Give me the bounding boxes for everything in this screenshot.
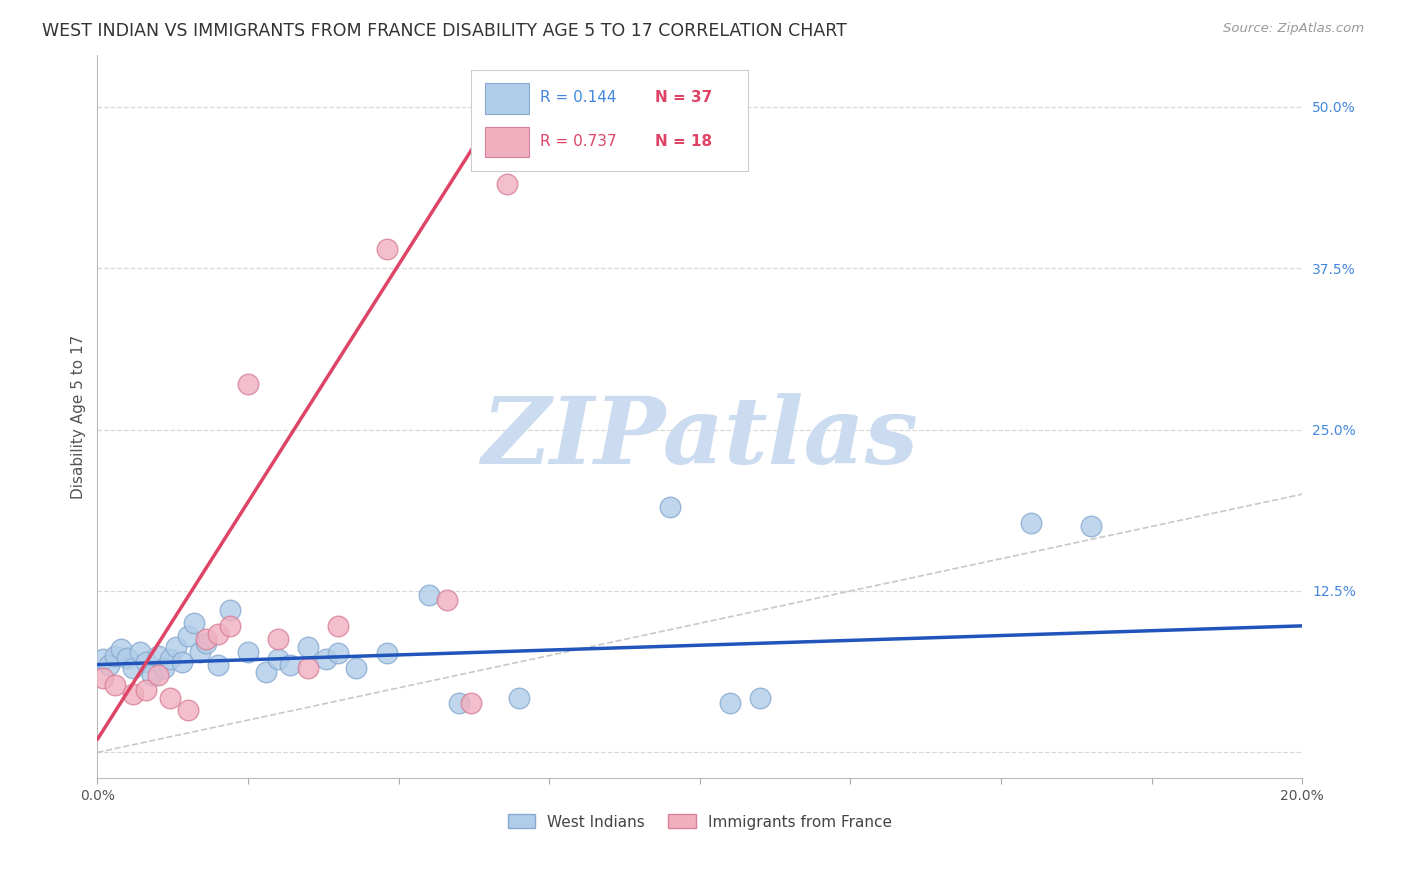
Text: N = 18: N = 18 xyxy=(655,135,713,149)
Point xyxy=(267,652,290,666)
Point xyxy=(1080,519,1102,533)
Point xyxy=(141,668,163,682)
Point xyxy=(297,640,319,654)
Point xyxy=(236,377,259,392)
Point xyxy=(1019,516,1042,530)
Point xyxy=(128,645,150,659)
Point xyxy=(297,661,319,675)
Point xyxy=(436,593,458,607)
Point xyxy=(219,603,242,617)
Point xyxy=(460,696,482,710)
Point xyxy=(159,691,181,706)
Point xyxy=(135,655,157,669)
Point xyxy=(328,619,350,633)
Point xyxy=(183,616,205,631)
Point xyxy=(188,645,211,659)
FancyBboxPatch shape xyxy=(471,70,748,171)
Text: ZIPatlas: ZIPatlas xyxy=(481,393,918,483)
Point xyxy=(177,629,200,643)
FancyBboxPatch shape xyxy=(485,83,529,113)
Point xyxy=(177,703,200,717)
Text: Source: ZipAtlas.com: Source: ZipAtlas.com xyxy=(1223,22,1364,36)
Point xyxy=(219,619,242,633)
Point xyxy=(207,626,229,640)
Point xyxy=(447,696,470,710)
Point xyxy=(418,588,440,602)
Point xyxy=(194,632,217,646)
Point xyxy=(93,652,115,666)
Point xyxy=(315,652,337,666)
Point xyxy=(496,178,519,192)
Point xyxy=(152,661,174,675)
Text: R = 0.737: R = 0.737 xyxy=(540,135,616,149)
Point xyxy=(104,678,127,692)
Legend: West Indians, Immigrants from France: West Indians, Immigrants from France xyxy=(502,808,898,836)
Text: R = 0.144: R = 0.144 xyxy=(540,89,616,104)
Point xyxy=(93,671,115,685)
Point xyxy=(117,651,139,665)
Point xyxy=(104,648,127,663)
Text: N = 37: N = 37 xyxy=(655,89,713,104)
Point xyxy=(165,640,187,654)
Point xyxy=(146,668,169,682)
Point xyxy=(278,657,301,672)
Point xyxy=(508,691,530,706)
Point xyxy=(718,696,741,710)
Point xyxy=(267,632,290,646)
Point xyxy=(135,683,157,698)
Point xyxy=(254,665,277,680)
Point xyxy=(658,500,681,514)
Point xyxy=(122,687,145,701)
Point xyxy=(207,657,229,672)
Point xyxy=(170,655,193,669)
Point xyxy=(749,691,772,706)
Point xyxy=(159,652,181,666)
Point xyxy=(194,635,217,649)
Point xyxy=(344,661,367,675)
Text: WEST INDIAN VS IMMIGRANTS FROM FRANCE DISABILITY AGE 5 TO 17 CORRELATION CHART: WEST INDIAN VS IMMIGRANTS FROM FRANCE DI… xyxy=(42,22,846,40)
Point xyxy=(375,646,398,660)
Point xyxy=(328,646,350,660)
Y-axis label: Disability Age 5 to 17: Disability Age 5 to 17 xyxy=(72,334,86,499)
Point xyxy=(98,657,121,672)
Point xyxy=(236,645,259,659)
Point xyxy=(375,242,398,256)
Point xyxy=(146,648,169,663)
Point xyxy=(110,642,132,657)
Point xyxy=(122,661,145,675)
FancyBboxPatch shape xyxy=(485,127,529,157)
